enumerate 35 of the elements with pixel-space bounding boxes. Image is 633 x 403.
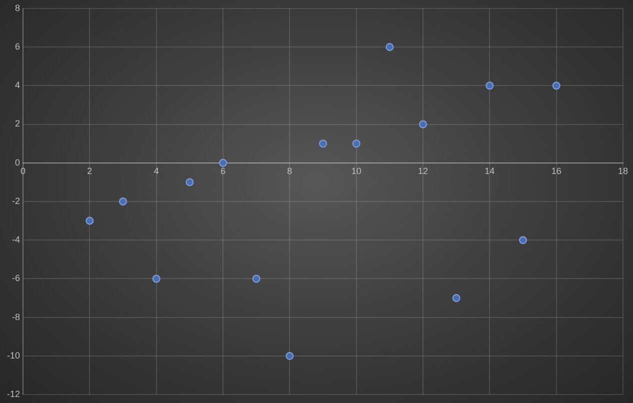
- y-tick-label: 0: [14, 157, 20, 168]
- point: [152, 274, 160, 283]
- point: [552, 82, 560, 90]
- point: [452, 294, 460, 302]
- y-tick-label: 6: [14, 42, 20, 52]
- y-tick-label: -4: [12, 234, 20, 245]
- point: [419, 120, 428, 128]
- y-tick-label: 2: [14, 118, 20, 129]
- y-tick-label: -6: [12, 273, 20, 284]
- x-tick-label: 10: [351, 166, 362, 176]
- x-tick-label: 4: [154, 166, 159, 176]
- x-tick-label: 6: [220, 166, 226, 176]
- point: [186, 178, 194, 186]
- x-tick-label: 16: [551, 166, 562, 176]
- x-tick-label: 8: [287, 166, 292, 176]
- x-tick-label: 18: [618, 166, 628, 176]
- y-tick-label: -2: [12, 196, 20, 206]
- point: [286, 352, 294, 360]
- y-tick-label: -8: [12, 312, 20, 322]
- point: [486, 82, 494, 90]
- point: [119, 198, 128, 206]
- y-tick-label: -12: [6, 389, 20, 400]
- point: [386, 43, 394, 52]
- point: [319, 140, 328, 148]
- x-tick-label: 12: [418, 166, 428, 176]
- point: [519, 236, 527, 244]
- y-tick-label: 4: [14, 80, 20, 90]
- point: [252, 274, 260, 283]
- point: [352, 140, 360, 148]
- y-tick-label: 8: [14, 2, 20, 13]
- point: [219, 158, 228, 167]
- point: [86, 216, 94, 225]
- x-tick-label: 14: [484, 166, 495, 176]
- y-tick-label: -10: [6, 350, 20, 360]
- x-tick-label: 2: [87, 166, 92, 176]
